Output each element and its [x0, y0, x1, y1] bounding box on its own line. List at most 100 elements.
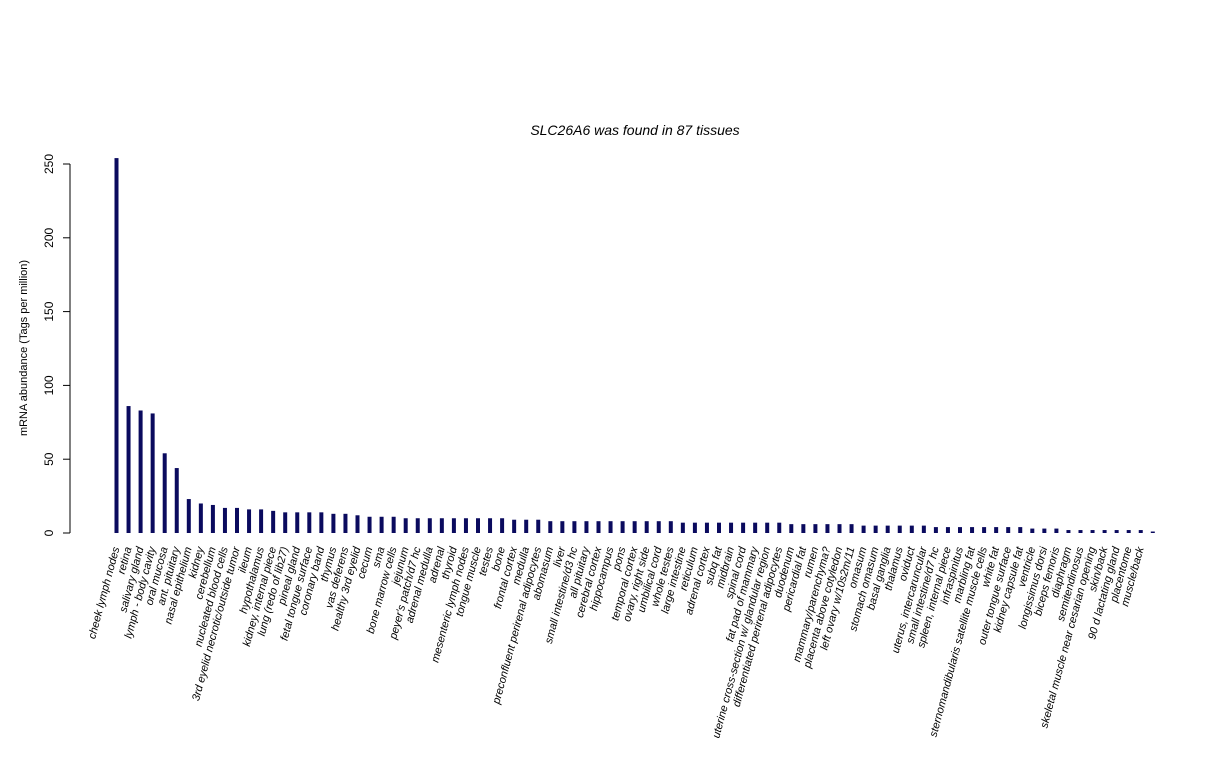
y-tick-label: 250	[42, 154, 56, 174]
bar	[343, 513, 348, 533]
bar	[114, 158, 119, 533]
y-axis: 0 50 100 150 200 250	[42, 154, 71, 536]
bar	[825, 524, 830, 533]
bar	[427, 518, 432, 533]
bar	[656, 521, 661, 533]
bar	[463, 518, 468, 533]
bar	[1138, 530, 1143, 533]
bar	[355, 515, 360, 533]
y-tick-label: 0	[42, 529, 56, 536]
bar	[403, 518, 408, 533]
bar	[1066, 530, 1071, 533]
bar	[668, 521, 673, 533]
bar	[1006, 527, 1011, 533]
bar	[367, 516, 372, 533]
bar	[729, 522, 734, 533]
bar	[885, 525, 890, 533]
bar	[909, 525, 914, 533]
bar	[1126, 530, 1131, 533]
bar	[584, 521, 589, 533]
bar	[548, 521, 553, 533]
bar	[222, 507, 227, 533]
bar	[873, 525, 878, 533]
bar	[500, 518, 505, 533]
bar	[765, 522, 770, 533]
bar	[1078, 530, 1083, 533]
bar	[379, 516, 384, 533]
bar	[777, 522, 782, 533]
bar	[945, 527, 950, 533]
bar	[958, 527, 962, 533]
bar	[1054, 528, 1059, 533]
bar	[717, 522, 721, 533]
y-tick-label: 50	[42, 452, 56, 466]
bar	[439, 518, 444, 533]
bar	[837, 524, 842, 533]
bar	[295, 512, 300, 533]
bar	[476, 518, 480, 533]
bar	[994, 527, 999, 533]
bar	[789, 524, 794, 533]
bar	[524, 519, 529, 533]
bar	[704, 522, 709, 533]
bar	[307, 512, 312, 533]
bar	[331, 513, 336, 533]
bar	[982, 527, 987, 533]
bar	[536, 519, 541, 533]
bar	[813, 524, 818, 533]
bar	[150, 413, 155, 533]
bar	[247, 509, 252, 533]
bar	[897, 525, 902, 533]
bar	[1090, 530, 1095, 533]
bar	[596, 521, 601, 533]
bar	[210, 504, 215, 533]
bars-group	[114, 158, 1155, 533]
bar	[849, 524, 854, 533]
bar	[1114, 530, 1119, 533]
bar	[415, 518, 420, 533]
bar	[1102, 530, 1107, 533]
bar	[620, 521, 625, 533]
bar	[391, 516, 396, 533]
bar	[235, 507, 239, 533]
bar	[644, 521, 649, 533]
bar	[186, 499, 191, 533]
x-tick-label: liver	[551, 544, 568, 568]
bar	[198, 503, 203, 533]
bar	[970, 527, 975, 533]
bar	[608, 521, 613, 533]
bar	[801, 524, 806, 533]
bar	[692, 522, 697, 533]
bar	[632, 521, 637, 533]
bar	[753, 522, 758, 533]
bar	[488, 518, 493, 533]
bar	[319, 512, 324, 533]
y-tick-label: 150	[42, 301, 56, 321]
y-tick-label: 100	[42, 375, 56, 395]
bar	[1018, 527, 1023, 533]
bar	[138, 410, 143, 533]
bar	[512, 519, 517, 533]
bar	[921, 525, 926, 533]
bar	[933, 527, 938, 533]
bar	[560, 521, 565, 533]
bar	[174, 468, 179, 533]
x-tick-label: cheek lymph nodes	[86, 545, 122, 640]
y-axis-label: mRNA abundance (Tags per million)	[18, 260, 30, 436]
bar	[1150, 531, 1155, 533]
bar	[680, 522, 685, 533]
bar	[126, 406, 131, 533]
bar	[741, 522, 746, 533]
y-tick-label: 200	[42, 227, 56, 247]
bar	[451, 518, 456, 533]
bar	[283, 512, 288, 533]
bar	[162, 453, 167, 533]
x-tick-label: sma	[371, 546, 388, 569]
bar	[572, 521, 577, 533]
bar	[1030, 528, 1035, 533]
bar	[1042, 528, 1047, 533]
bar	[259, 509, 264, 533]
bar	[861, 525, 866, 533]
